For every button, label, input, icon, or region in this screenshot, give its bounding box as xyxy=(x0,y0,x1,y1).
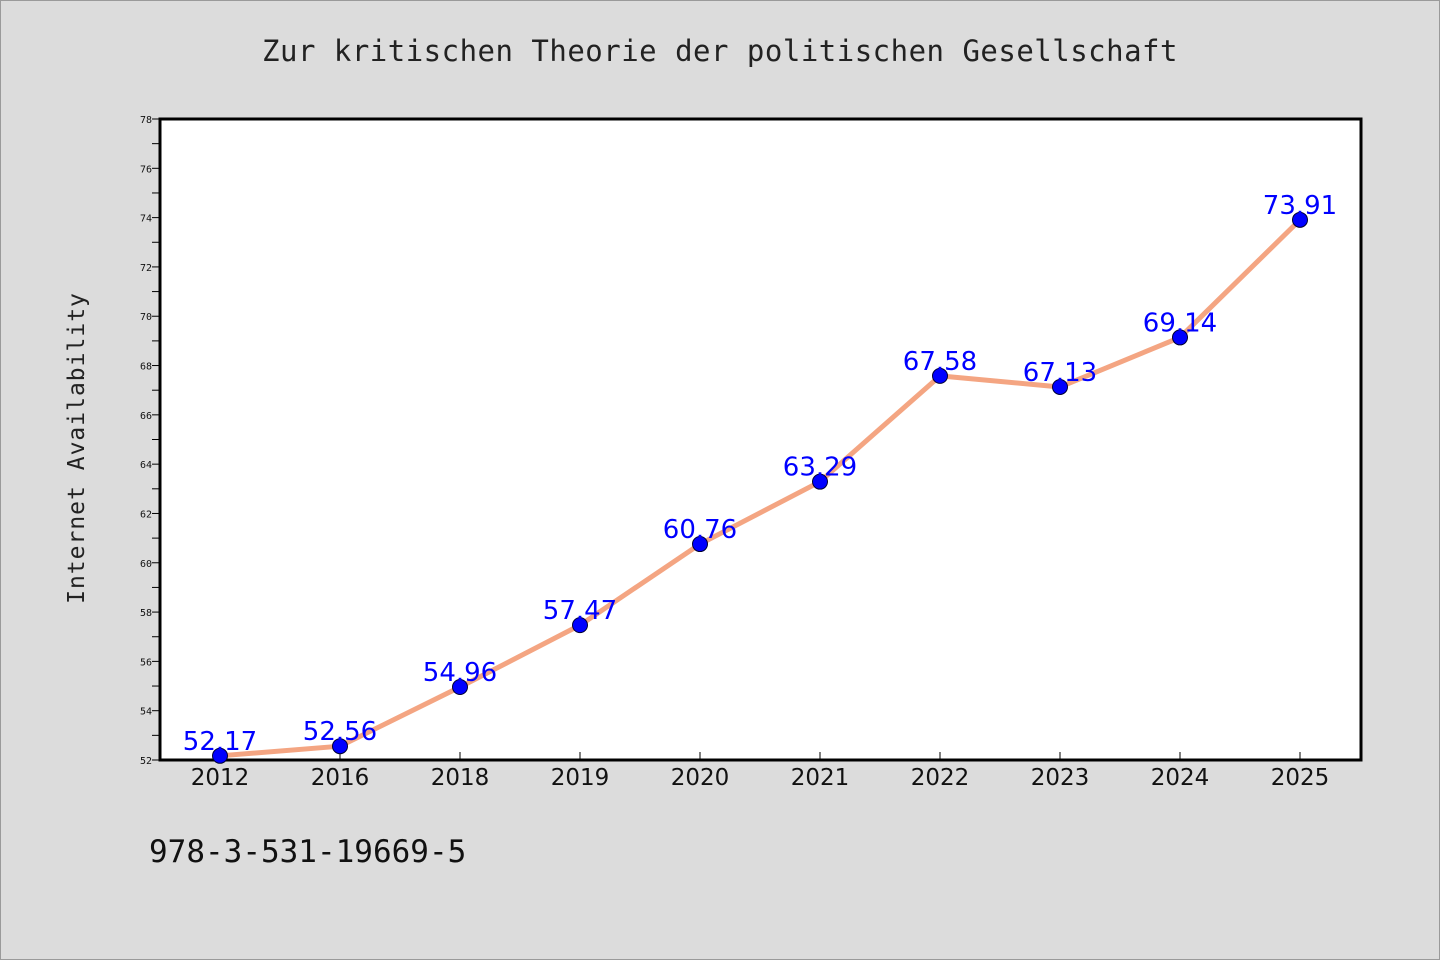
chart-title: Zur kritischen Theorie der politischen G… xyxy=(262,34,1178,68)
y-tick-label: 62 xyxy=(140,509,152,520)
x-tick-label: 2021 xyxy=(791,765,850,791)
y-tick-label: 68 xyxy=(140,362,152,373)
y-tick-label: 78 xyxy=(140,115,152,126)
data-label: 67.58 xyxy=(903,347,977,377)
series-line xyxy=(217,217,1303,759)
x-tick-label: 2019 xyxy=(551,765,610,791)
y-axis: 52 54 56 58 60 62 64 66 68 70 72 74 76 78 xyxy=(140,115,160,767)
data-label: 60.76 xyxy=(663,515,737,545)
data-point xyxy=(212,747,228,764)
data-point xyxy=(1292,211,1308,228)
data-label: 63.29 xyxy=(783,453,857,483)
y-tick-label: 66 xyxy=(140,411,152,422)
y-tick-label: 56 xyxy=(140,657,152,668)
isbn-footer: 978-3-531-19669-5 xyxy=(149,834,467,870)
data-labels-group: 52.17 52.56 54.96 57.47 60.76 63.29 67.58 67.13… xyxy=(183,191,1337,757)
y-tick-label: 58 xyxy=(140,608,152,619)
data-label: 54.96 xyxy=(423,658,497,688)
y-tick-label: 74 xyxy=(140,214,152,225)
plot-area xyxy=(158,117,1363,762)
x-axis: 2012 2016 2018 2019 2020 2021 2022 2023 2024 2025 xyxy=(191,752,1330,791)
x-tick-label: 2020 xyxy=(671,765,730,791)
data-point xyxy=(692,536,708,553)
data-label: 69.14 xyxy=(1143,308,1217,338)
x-tick-label: 2018 xyxy=(431,765,490,791)
data-label: 57.47 xyxy=(543,596,617,626)
x-tick-label: 2022 xyxy=(911,765,970,791)
y-tick-label: 76 xyxy=(140,164,152,175)
data-point xyxy=(452,679,468,696)
data-label: 52.56 xyxy=(303,717,377,747)
x-tick-label: 2025 xyxy=(1271,765,1330,791)
y-tick-label: 60 xyxy=(140,559,152,570)
y-tick-label: 64 xyxy=(140,460,152,471)
data-point xyxy=(1052,378,1068,395)
y-tick-label: 70 xyxy=(140,312,152,323)
y-tick-label: 52 xyxy=(140,756,152,767)
data-point xyxy=(572,617,588,634)
data-point xyxy=(1172,329,1188,346)
x-tick-label: 2024 xyxy=(1151,765,1210,791)
data-point xyxy=(332,738,348,755)
data-label: 73.91 xyxy=(1263,191,1337,221)
data-point xyxy=(812,473,828,490)
data-point xyxy=(932,367,948,384)
y-tick-label: 72 xyxy=(140,263,152,274)
x-tick-label: 2016 xyxy=(311,765,370,791)
x-tick-label: 2023 xyxy=(1031,765,1090,791)
x-tick-label: 2012 xyxy=(191,765,250,791)
y-tick-label: 54 xyxy=(140,707,152,718)
data-label: 52.17 xyxy=(183,727,257,757)
series-group xyxy=(212,211,1308,764)
data-label: 67.13 xyxy=(1023,358,1097,388)
